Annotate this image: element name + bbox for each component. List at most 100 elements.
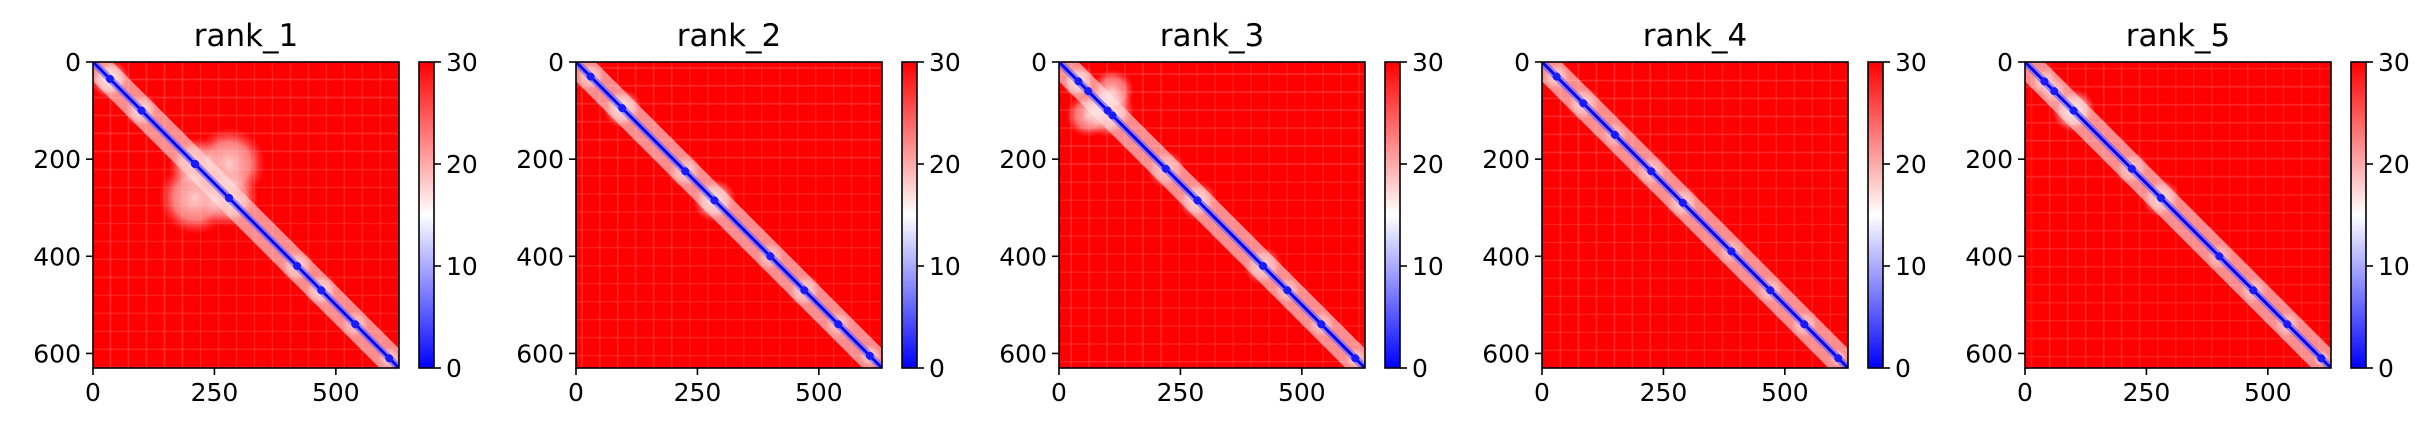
axis-frame: [2024, 61, 2332, 369]
colorbar-tick-label: 0: [929, 354, 945, 383]
x-tick-label: 0: [1051, 378, 1067, 407]
diagonal-line: [1542, 65, 1845, 368]
heatmap-body: [576, 62, 882, 368]
colorbar-tick-label: 20: [446, 150, 478, 179]
diagonal-blob: [1103, 106, 1112, 115]
diagonal-blob: [681, 167, 690, 176]
x-tick-label: 250: [674, 378, 722, 407]
y-tick-label: 400: [1482, 242, 1530, 271]
diagonal-line: [96, 62, 399, 365]
diagonal-blob: [385, 354, 394, 363]
diagonal-line: [576, 62, 882, 368]
diagonal-line: [579, 62, 882, 365]
y-tick-label: 600: [33, 339, 81, 368]
y-tick-label: 200: [1965, 145, 2013, 174]
colorbar-frame: [418, 61, 435, 369]
panel-title: rank_4: [1643, 18, 1748, 54]
diagonal-blob: [800, 286, 809, 295]
diagonal-blob: [1259, 262, 1267, 270]
y-tick-label: 400: [33, 242, 81, 271]
y-tick-label: 200: [1482, 145, 1530, 174]
colorbar-tick-label: 10: [2378, 252, 2410, 281]
diagonal-line: [2028, 62, 2331, 365]
y-tick-label: 600: [516, 339, 564, 368]
y-tick-label: 0: [65, 48, 81, 77]
colorbar-tick-label: 10: [1895, 252, 1927, 281]
diagonal-blob: [1351, 354, 1360, 363]
diagonal-blob: [1579, 99, 1588, 108]
y-tick-label: 400: [999, 242, 1047, 271]
panel-title: rank_2: [677, 18, 782, 54]
axis-frame: [1058, 61, 1366, 369]
diagonal-blob: [1766, 286, 1775, 295]
colorbar-frame: [2350, 61, 2367, 369]
diagonal-blob: [618, 104, 627, 113]
diagonal-blob: [1552, 72, 1561, 81]
diagonal-blob: [1727, 247, 1736, 256]
colorbar-tick-label: 0: [1895, 354, 1911, 383]
diagonal-blob: [1161, 164, 1170, 173]
y-tick-label: 200: [999, 145, 1047, 174]
colorbar-frame: [1867, 61, 1884, 369]
diagonal-blob: [1084, 87, 1093, 96]
diagonal-line: [1542, 62, 1848, 368]
colorbar-tick-label: 0: [1412, 354, 1428, 383]
colorbar-tick-label: 30: [1412, 48, 1444, 77]
heatmap-body: [1542, 62, 1848, 368]
panel-title: rank_3: [1160, 18, 1265, 54]
x-tick-label: 250: [1640, 378, 1688, 407]
heatmap-body: [1059, 62, 1365, 368]
diagonal-blob: [293, 262, 301, 270]
diagonal-blob: [2317, 354, 2326, 363]
colorbar: [419, 62, 434, 368]
diagonal-blob: [766, 252, 775, 261]
diagonal-blob: [2069, 106, 2078, 115]
x-tick-label: 0: [1534, 378, 1550, 407]
diagonal-blob: [2249, 286, 2258, 295]
diagonal-blob: [106, 75, 114, 83]
colorbar: [902, 62, 917, 368]
diagonal-blob: [1800, 320, 1809, 329]
y-tick-label: 0: [1514, 48, 1530, 77]
diagonal-blob: [2283, 320, 2292, 329]
colorbar: [1385, 62, 1400, 368]
colorbar: [2351, 62, 2366, 368]
y-tick-label: 600: [999, 339, 1047, 368]
diagonal-blob: [351, 320, 360, 329]
x-tick-label: 0: [85, 378, 101, 407]
colorbar-tick-label: 0: [2378, 354, 2394, 383]
diagonal-blob: [2127, 164, 2136, 173]
x-tick-label: 500: [2244, 378, 2292, 407]
heatmap-patch: [192, 127, 266, 201]
diagonal-blob: [834, 320, 843, 329]
axis-frame: [1541, 61, 1849, 369]
diagonal-blob: [1193, 196, 1202, 205]
colorbar-tick-label: 20: [2378, 150, 2410, 179]
diagonal-blob: [1283, 286, 1292, 295]
diagonal-blob: [1678, 198, 1687, 207]
panel-title: rank_1: [194, 18, 299, 54]
x-tick-label: 0: [2017, 378, 2033, 407]
heatmap-body: [2025, 62, 2331, 368]
colorbar-tick-label: 0: [446, 354, 462, 383]
colorbar-tick-label: 30: [929, 48, 961, 77]
colorbar-tick-label: 20: [1895, 150, 1927, 179]
x-tick-label: 500: [795, 378, 843, 407]
colorbar-frame: [1384, 61, 1401, 369]
colorbar-tick-label: 10: [929, 252, 961, 281]
diagonal-blob: [137, 106, 146, 115]
diagonal-blob: [586, 72, 595, 81]
diagonal-blob: [1108, 111, 1117, 120]
diagonal-blob: [225, 194, 233, 202]
diagonal-line: [576, 65, 879, 368]
diagonal-blob: [2050, 87, 2059, 96]
diagonal-line: [93, 65, 396, 368]
diagonal-blob: [1074, 77, 1083, 86]
colorbar-tick-label: 30: [1895, 48, 1927, 77]
diagonal-blob: [1647, 167, 1656, 176]
y-tick-label: 600: [1965, 339, 2013, 368]
colorbar-frame: [901, 61, 918, 369]
